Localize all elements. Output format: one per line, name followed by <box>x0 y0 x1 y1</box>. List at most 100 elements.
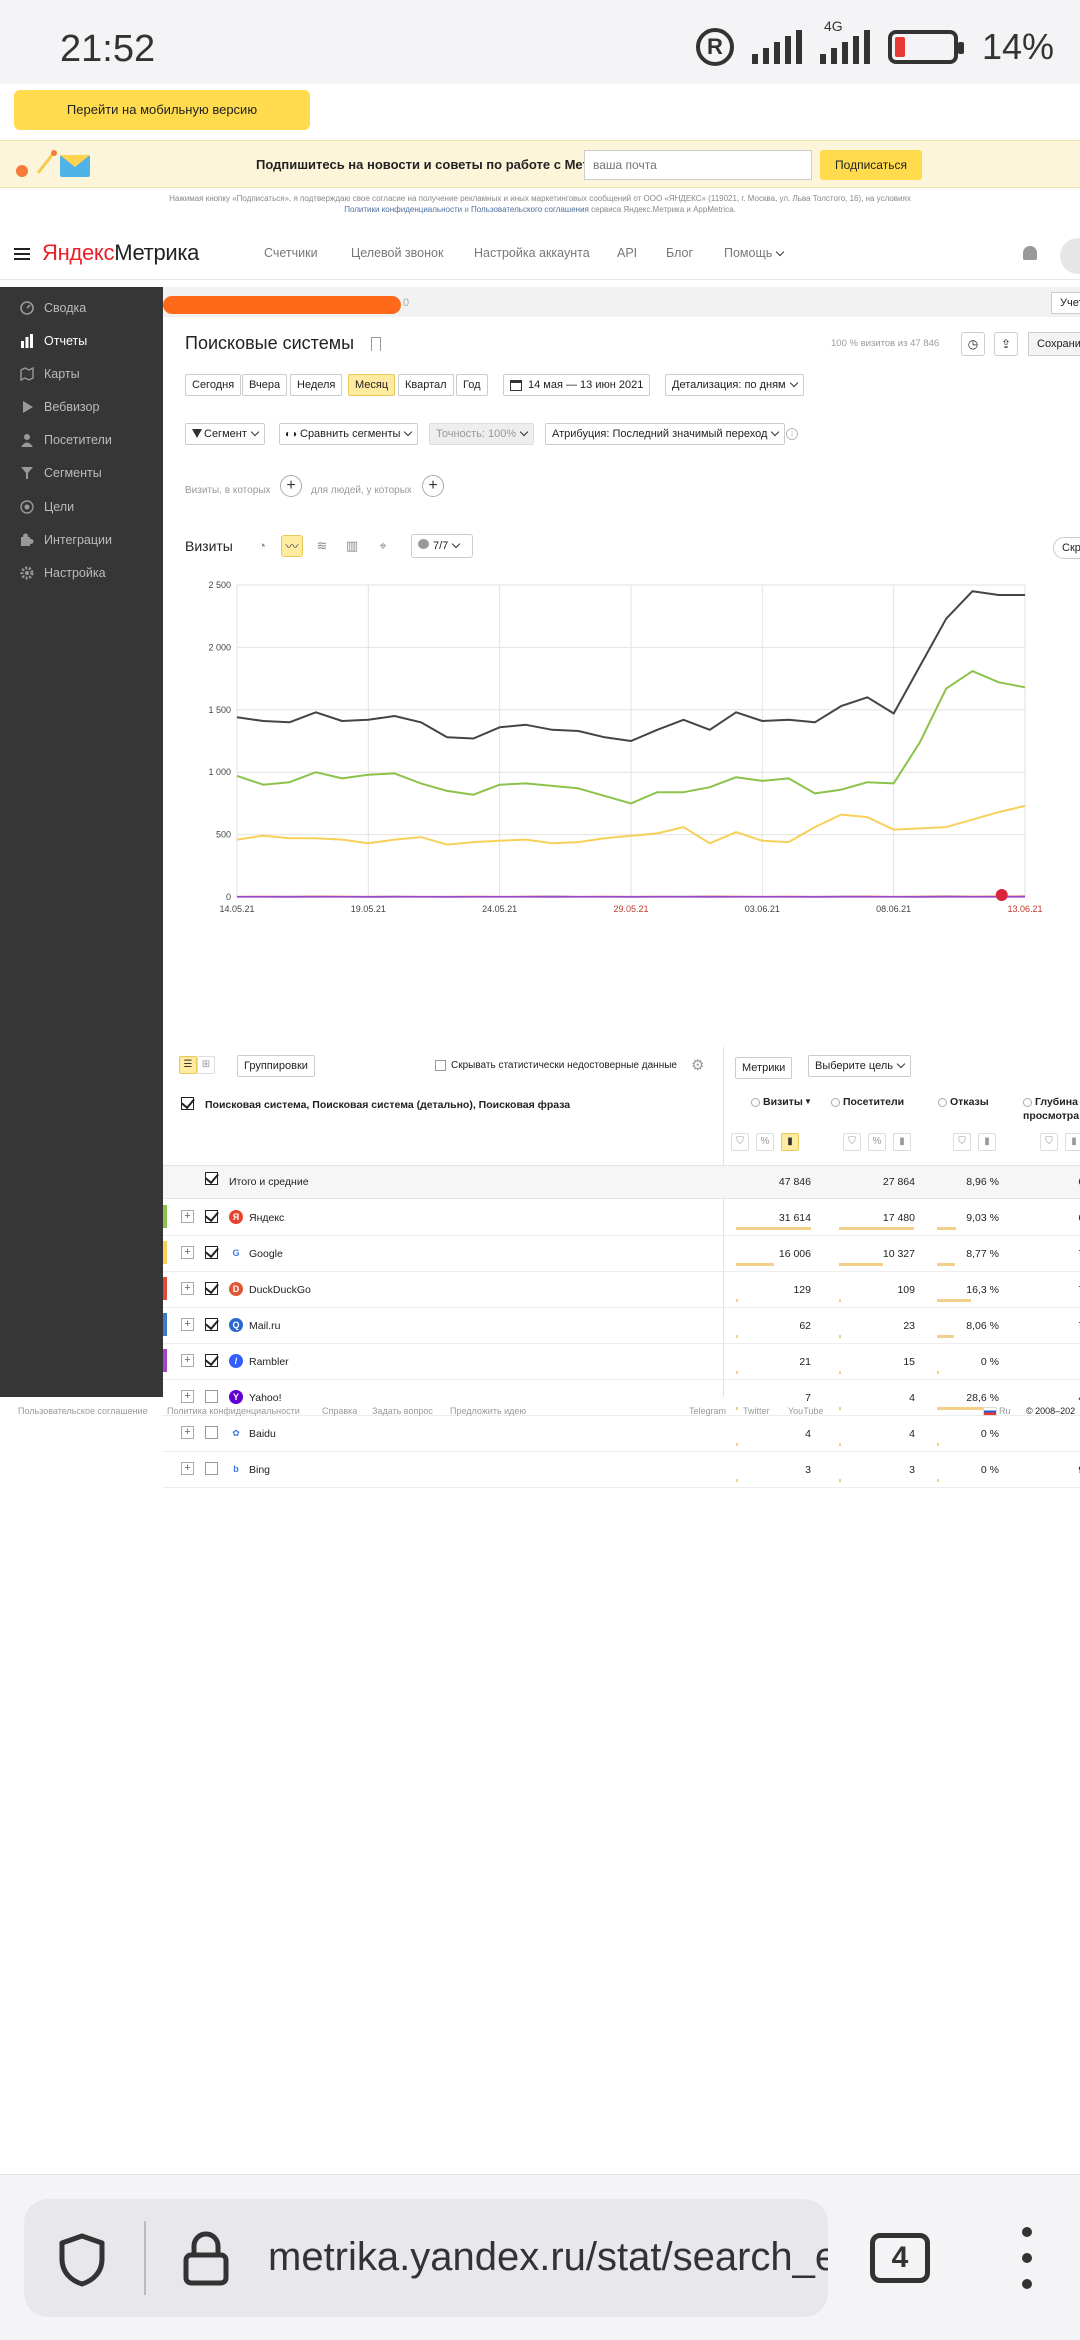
compare-segments-button[interactable]: ◐◑ Сравнить сегменты <box>279 423 419 445</box>
pie-chart-icon[interactable]: ◔ <box>258 538 266 553</box>
date-range-picker[interactable]: 14 мая — 13 июн 2021 <box>503 374 651 396</box>
bell-icon[interactable] <box>1022 246 1038 264</box>
sidebar-item-segments[interactable]: Сегменты <box>20 463 102 483</box>
period-yesterday[interactable]: Вчера <box>242 374 288 396</box>
sidebar-item-goals[interactable]: Цели <box>20 497 74 517</box>
burger-menu-icon[interactable] <box>14 248 30 260</box>
filter-icon[interactable]: ⛉ <box>1040 1133 1058 1151</box>
info-icon[interactable]: i <box>786 428 798 440</box>
select-all-checkbox[interactable] <box>181 1097 194 1110</box>
row-checkbox[interactable] <box>205 1390 218 1403</box>
nav-blog[interactable]: Блог <box>666 246 694 260</box>
groupings-button[interactable]: Группировки <box>237 1055 315 1077</box>
lock-icon[interactable] <box>182 2229 230 2287</box>
address-bar[interactable]: metrika.yandex.ru/stat/search_en <box>24 2199 828 2317</box>
period-month[interactable]: Месяц <box>348 374 396 396</box>
privacy-link[interactable]: Политики конфиденциальности <box>344 205 463 214</box>
logo[interactable]: ЯндексМетрика <box>42 240 199 266</box>
row-checkbox[interactable] <box>205 1246 218 1259</box>
histogram-icon[interactable]: ▮ <box>1065 1133 1080 1151</box>
expand-row-button[interactable]: + <box>181 1282 194 1295</box>
footer-telegram[interactable]: Telegram <box>689 1406 727 1416</box>
footer-link-suggest[interactable]: Предложить идею <box>450 1406 527 1416</box>
row-checkbox[interactable] <box>205 1282 218 1295</box>
sidebar-item-webvisor[interactable]: Вебвизор <box>20 397 99 417</box>
nav-account-settings[interactable]: Настройка аккаунта <box>474 246 590 260</box>
row-search-engine-name[interactable]: Yahoo! <box>249 1392 282 1404</box>
email-input[interactable] <box>584 150 812 180</box>
save-button[interactable]: Сохрани <box>1028 332 1080 356</box>
nav-api[interactable]: API <box>617 246 638 260</box>
row-checkbox[interactable] <box>205 1318 218 1331</box>
period-quarter[interactable]: Квартал <box>398 374 454 396</box>
clock-icon[interactable]: ◷ <box>961 332 985 356</box>
add-visit-condition-button[interactable]: + <box>280 475 302 497</box>
area-chart-icon[interactable]: ≋ <box>316 538 328 553</box>
series-selector[interactable]: 7/7 <box>411 534 473 558</box>
sidebar-item-summary[interactable]: Сводка <box>20 298 86 318</box>
row-checkbox[interactable] <box>205 1426 218 1439</box>
expand-row-button[interactable]: + <box>181 1210 194 1223</box>
line-chart-icon[interactable]: 〰 <box>281 535 303 557</box>
row-search-engine-name[interactable]: Яндекс <box>249 1212 285 1224</box>
column-sort-radio[interactable] <box>831 1098 840 1107</box>
expand-row-button[interactable]: + <box>181 1246 194 1259</box>
map-pin-icon[interactable]: ⌖ <box>379 538 387 553</box>
row-search-engine-name[interactable]: Bing <box>249 1464 271 1476</box>
expand-row-button[interactable]: + <box>181 1354 194 1367</box>
segment-button[interactable]: Сегмент <box>185 423 265 445</box>
export-icon[interactable]: ⇪ <box>994 332 1018 356</box>
sort-desc-icon[interactable]: ▼ <box>804 1097 812 1106</box>
column-chart-icon[interactable]: ▥ <box>345 538 359 553</box>
sidebar-item-reports[interactable]: Отчеты <box>20 331 87 351</box>
expand-row-button[interactable]: + <box>181 1462 194 1475</box>
sidebar-item-integrations[interactable]: Интеграции <box>20 530 112 550</box>
tabs-button[interactable]: 4 <box>870 2233 930 2283</box>
accuracy-select[interactable]: Точность: 100% <box>429 423 535 445</box>
row-checkbox[interactable] <box>205 1462 218 1475</box>
expand-row-button[interactable]: + <box>181 1318 194 1331</box>
hide-chart-button[interactable]: Скр <box>1053 537 1080 559</box>
url-text[interactable]: metrika.yandex.ru/stat/search_en <box>268 2235 828 2279</box>
period-week[interactable]: Неделя <box>290 374 343 396</box>
histogram-icon[interactable]: ▮ <box>978 1133 996 1151</box>
row-search-engine-name[interactable]: Mail.ru <box>249 1320 281 1332</box>
sidebar-item-visitors[interactable]: Посетители <box>20 430 112 450</box>
mobile-version-button[interactable]: Перейти на мобильную версию <box>14 90 310 130</box>
nav-help[interactable]: Помощь <box>724 246 783 260</box>
expand-row-button[interactable]: + <box>181 1426 194 1439</box>
detalization-select[interactable]: Детализация: по дням <box>665 374 804 396</box>
percent-icon[interactable]: % <box>868 1133 886 1151</box>
row-search-engine-name[interactable]: DuckDuckGo <box>249 1284 311 1296</box>
metrics-button[interactable]: Метрики <box>735 1057 793 1079</box>
add-people-condition-button[interactable]: + <box>422 475 444 497</box>
footer-link-help[interactable]: Справка <box>322 1406 358 1416</box>
avatar[interactable] <box>1060 238 1080 274</box>
shield-icon[interactable] <box>58 2233 106 2287</box>
row-checkbox[interactable] <box>205 1210 218 1223</box>
hide-unreliable-checkbox[interactable] <box>435 1060 446 1071</box>
column-header-visits[interactable]: Визиты <box>763 1096 803 1108</box>
filter-icon[interactable]: ⛉ <box>731 1133 749 1151</box>
account-button[interactable]: Учет <box>1051 292 1080 314</box>
footer-link-ask[interactable]: Задать вопрос <box>372 1406 433 1416</box>
column-header-visitors[interactable]: Посетители <box>843 1096 905 1108</box>
footer-link-privacy[interactable]: Политика конфиденциальности <box>167 1406 300 1416</box>
footer-youtube[interactable]: YouTube <box>788 1406 824 1416</box>
footer-link-agreement[interactable]: Пользовательское соглашение <box>18 1406 148 1416</box>
table-tree-view-icon[interactable]: ⊞ <box>197 1056 215 1074</box>
totals-checkbox[interactable] <box>205 1172 218 1185</box>
column-sort-radio[interactable] <box>1023 1098 1032 1107</box>
column-header-depth[interactable]: Глубина <box>1035 1096 1078 1108</box>
row-search-engine-name[interactable]: Google <box>249 1248 283 1260</box>
filter-icon[interactable]: ⛉ <box>843 1133 861 1151</box>
histogram-icon[interactable]: ▮ <box>781 1133 799 1151</box>
goal-select[interactable]: Выберите цель <box>808 1055 911 1077</box>
agreement-link[interactable]: Пользовательского соглашения <box>471 205 589 214</box>
row-search-engine-name[interactable]: Rambler <box>249 1356 289 1368</box>
more-menu-icon[interactable] <box>1022 2227 1034 2289</box>
attribution-select[interactable]: Атрибуция: Последний значимый переход <box>545 423 786 445</box>
table-flat-view-icon[interactable]: ☰ <box>179 1056 197 1074</box>
column-sort-radio[interactable] <box>938 1098 947 1107</box>
subscribe-button[interactable]: Подписаться <box>820 150 922 180</box>
